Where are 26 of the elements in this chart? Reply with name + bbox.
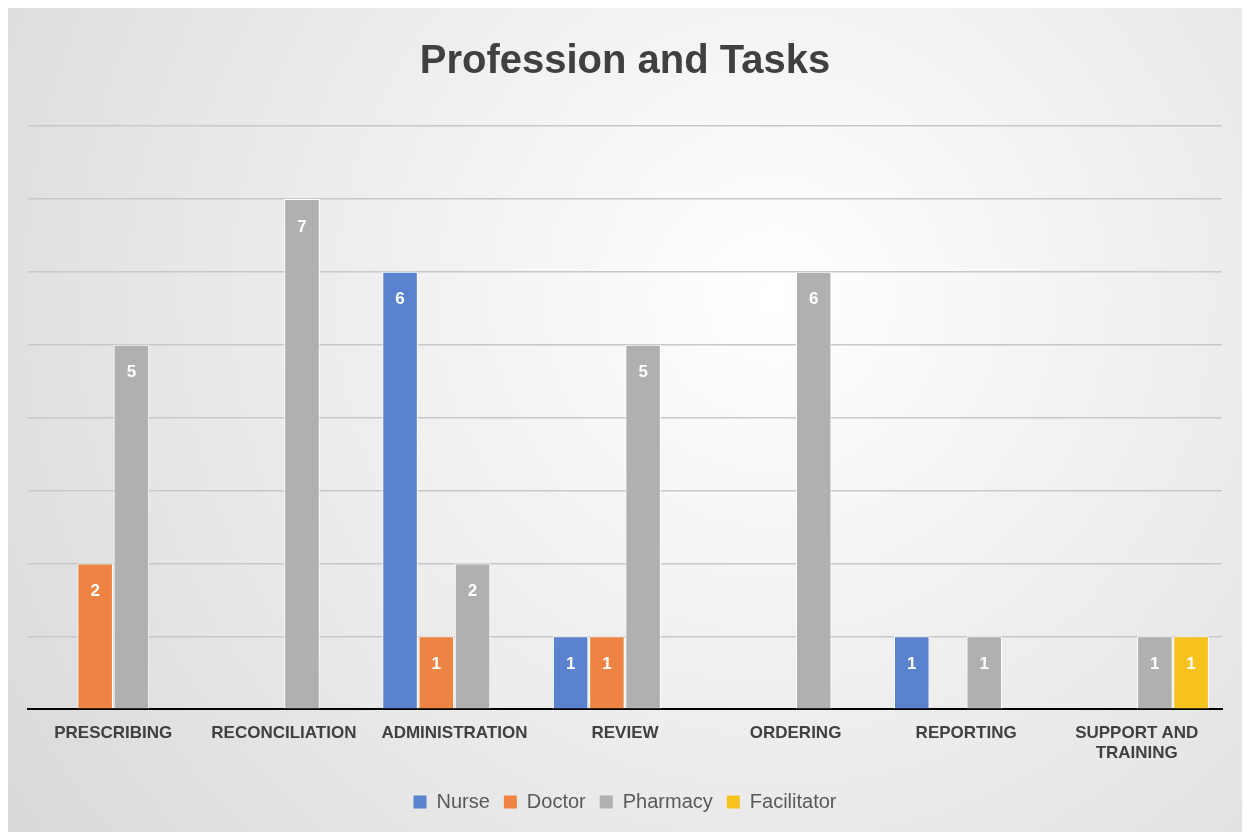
data-label: 1 bbox=[1150, 653, 1160, 673]
data-label: 1 bbox=[979, 653, 989, 673]
legend-label: Nurse bbox=[436, 789, 490, 812]
x-tick-label: PRESCRIBING bbox=[54, 723, 173, 743]
data-label: 1 bbox=[907, 653, 917, 673]
x-tick-label: SUPPORT AND TRAINING bbox=[1075, 723, 1199, 763]
legend-label: Doctor bbox=[526, 789, 587, 812]
data-label: 1 bbox=[431, 653, 442, 673]
x-tick-label: ADMINISTRATION bbox=[381, 723, 528, 743]
x-tick-label: REVIEW bbox=[591, 723, 660, 743]
chart-title: Profession and Tasks bbox=[419, 37, 831, 82]
legend-label: Pharmacy bbox=[622, 789, 713, 812]
x-tick-label: ORDERING bbox=[749, 723, 842, 743]
legend-label: Facilitator bbox=[749, 789, 837, 812]
data-label: 6 bbox=[808, 289, 819, 309]
data-label: 2 bbox=[90, 581, 100, 601]
data-label: 7 bbox=[297, 216, 307, 236]
data-label: 5 bbox=[638, 362, 648, 382]
data-label: 6 bbox=[395, 289, 405, 309]
data-label: 5 bbox=[126, 362, 137, 382]
data-label: 1 bbox=[602, 653, 612, 673]
data-label: 2 bbox=[467, 581, 478, 601]
x-tick-label: RECONCILIATION bbox=[211, 723, 357, 743]
x-tick-label: REPORTING bbox=[915, 723, 1017, 743]
data-label: 1 bbox=[1186, 653, 1196, 673]
data-label: 1 bbox=[565, 653, 576, 673]
